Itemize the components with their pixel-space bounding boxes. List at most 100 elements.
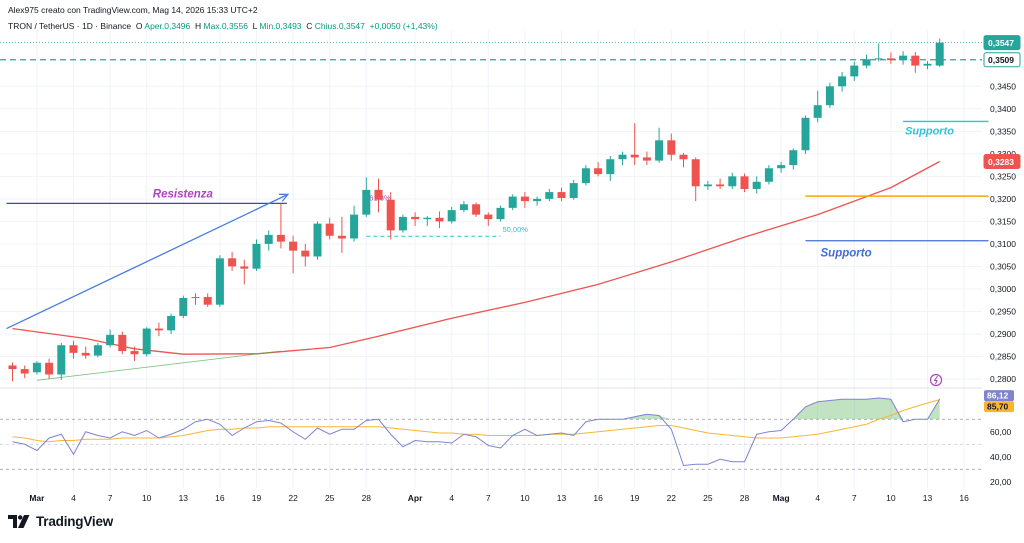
candle-body — [557, 192, 566, 198]
candle-body — [118, 334, 127, 352]
candle-body — [752, 181, 761, 189]
candle-body — [642, 157, 651, 161]
candles — [8, 38, 944, 382]
ma-price-tag: 0,3283 — [988, 157, 1014, 167]
last-price-tag: 0,3547 — [988, 38, 1014, 48]
candle-body — [606, 159, 615, 175]
candle-body — [923, 63, 932, 66]
x-tick-label: 16 — [593, 493, 603, 503]
close-value: Chius.0,3547 — [314, 21, 365, 31]
candle-body — [8, 365, 17, 370]
y-tick-label: 0,3200 — [990, 194, 1016, 204]
x-tick-label: 25 — [703, 493, 713, 503]
candle-body — [655, 140, 664, 161]
candle-body — [886, 58, 895, 61]
candle-body — [825, 86, 834, 106]
candle-body — [520, 196, 529, 202]
x-tick-label: 28 — [362, 493, 372, 503]
candle-body — [679, 154, 688, 160]
x-tick-label: 10 — [142, 493, 152, 503]
candle-body — [850, 65, 859, 77]
candle-body — [81, 352, 90, 356]
candle-body — [935, 42, 944, 66]
x-tick-label: Apr — [408, 493, 423, 503]
candle-body — [484, 214, 493, 220]
candle-body — [106, 334, 115, 346]
candle-body — [594, 168, 603, 175]
candle-body — [398, 216, 407, 231]
x-tick-label: 28 — [740, 493, 750, 503]
high-label: H — [195, 21, 202, 31]
candle-body — [911, 55, 920, 66]
rsi-line — [12, 397, 941, 467]
rsi-y-tick-label: 40,00 — [990, 452, 1012, 462]
candle-body — [411, 216, 420, 220]
open-value: Aper.0,3496 — [144, 21, 191, 31]
x-tick-label: 7 — [852, 493, 857, 503]
candle-body — [228, 258, 237, 267]
candle-body — [374, 189, 383, 200]
candle-body — [423, 217, 432, 220]
candle-body — [32, 362, 41, 373]
candle-body — [252, 243, 261, 269]
candle-body — [813, 105, 822, 118]
candle-body — [728, 176, 737, 187]
rsi-ma-tag-bg — [984, 401, 1014, 413]
y-tick-label: 0,3100 — [990, 239, 1016, 249]
candle-body — [69, 345, 78, 353]
candle-body — [618, 154, 627, 160]
x-tick-label: Mar — [29, 493, 45, 503]
candle-body — [167, 315, 176, 331]
candle-body — [264, 234, 273, 244]
y-tick-label: 0,2800 — [990, 374, 1016, 384]
fib-50-label: 50,00% — [503, 225, 529, 234]
candle-body — [569, 183, 578, 198]
y-tick-label: 0,3450 — [990, 81, 1016, 91]
candle-body — [545, 192, 554, 199]
candle-body — [667, 140, 676, 155]
x-tick-label: 7 — [108, 493, 113, 503]
close-label: C — [306, 21, 313, 31]
x-tick-label: 13 — [923, 493, 933, 503]
moving-average-line — [12, 160, 941, 355]
y-tick-label: 0,3050 — [990, 261, 1016, 271]
candle-body — [191, 297, 200, 299]
candle-body — [435, 217, 444, 222]
rsi-ma-tag: 85,70 — [987, 402, 1009, 412]
y-tick-label: 0,2850 — [990, 351, 1016, 361]
candle-body — [789, 150, 798, 166]
level-tag: 0,3509 — [988, 55, 1014, 65]
y-tick-label: 0,3400 — [990, 104, 1016, 114]
candle-body — [703, 184, 712, 187]
x-tick-label: Mag — [773, 493, 790, 503]
y-tick-label: 0,2950 — [990, 306, 1016, 316]
candle-body — [313, 223, 322, 257]
x-tick-label: 7 — [486, 493, 491, 503]
candle-body — [350, 214, 359, 239]
candle-body — [777, 165, 786, 169]
support-cyan-label: Supporto — [905, 125, 954, 137]
rsi-overbought-fill — [793, 398, 904, 420]
candle-body — [325, 223, 334, 236]
candle-body — [862, 59, 871, 66]
x-tick-label: 13 — [179, 493, 189, 503]
rsi-value-tag: 86,12 — [987, 391, 1009, 401]
candle-body — [362, 189, 371, 215]
rsi-y-tick-label: 20,00 — [990, 477, 1012, 487]
open-label: O — [135, 21, 143, 31]
resistance-label: Resistenza — [153, 188, 214, 200]
candle-body — [874, 58, 883, 60]
candle-body — [899, 55, 908, 61]
candle-body — [764, 168, 773, 182]
tradingview-brand[interactable]: TradingView — [8, 514, 113, 529]
candle-body — [459, 204, 468, 211]
x-tick-label: 4 — [815, 493, 820, 503]
candle-body — [691, 159, 700, 187]
candle-body — [276, 234, 285, 242]
x-tick-label: 10 — [886, 493, 896, 503]
trend-arrow-head — [278, 193, 290, 202]
candle-body — [289, 241, 298, 251]
candle-body — [337, 235, 346, 239]
flash-icon — [929, 373, 943, 387]
